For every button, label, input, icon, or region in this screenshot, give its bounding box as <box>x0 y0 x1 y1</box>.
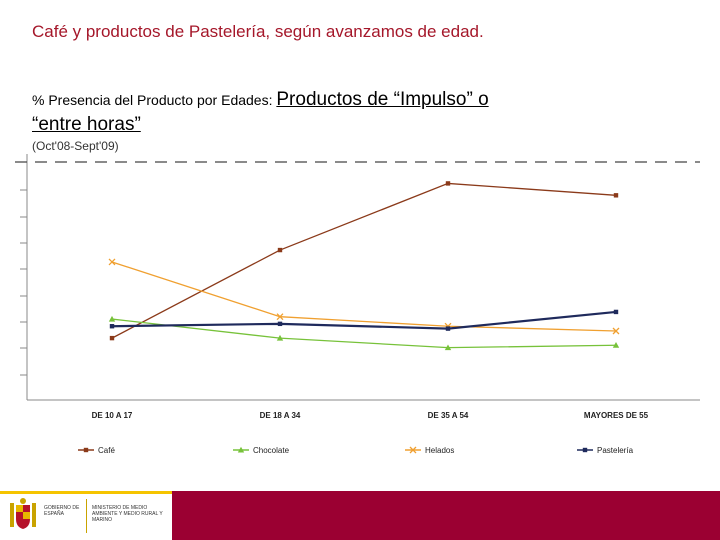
footer-accent <box>0 491 172 494</box>
legend-marker-3 <box>582 447 588 453</box>
point-0-2 <box>445 181 451 186</box>
legend: Café Chocolate Helados Pastelería <box>78 446 634 455</box>
chart-subtitle: % Presencia del Producto por Edades: Pro… <box>32 88 632 137</box>
point-3-1 <box>277 321 283 327</box>
point-3-0 <box>109 324 115 329</box>
point-2-1 <box>276 313 284 321</box>
series-line-3 <box>111 310 617 330</box>
category-labels: DE 10 A 17 DE 18 A 34 DE 35 A 54 MAYORES DE… <box>92 411 649 420</box>
series-line-0 <box>111 182 617 339</box>
point-0-1 <box>277 247 283 253</box>
ministry-label: MINISTERIO DE MEDIO AMBIENTE Y MEDIO RUR… <box>92 505 163 523</box>
legend-item-2: Helados <box>405 446 454 455</box>
series-layer <box>108 181 620 351</box>
series-3 <box>109 309 619 331</box>
point-0-0 <box>109 335 115 341</box>
legend-item-3: Pastelería <box>577 446 634 455</box>
line-chart: DE 10 A 17 DE 18 A 34 DE 35 A 54 MAYORES DE… <box>15 154 700 455</box>
subtitle-part2: Productos de “Impulso” o <box>276 89 489 110</box>
legend-label-3: Pastelería <box>597 446 634 455</box>
point-2-3 <box>612 327 620 335</box>
point-1-3 <box>612 342 620 348</box>
point-3-2 <box>445 326 451 331</box>
slide-title: Café y productos de Pastelería, según av… <box>32 22 484 41</box>
category-label-0: DE 10 A 17 <box>92 411 133 420</box>
subtitle-part3: “entre horas” <box>32 114 141 135</box>
category-label-1: DE 18 A 34 <box>260 411 301 420</box>
category-label-3: MAYORES DE 55 <box>584 411 649 420</box>
legend-label-2: Helados <box>425 446 454 455</box>
category-label-2: DE 35 A 54 <box>428 411 469 420</box>
legend-item-1: Chocolate <box>233 446 290 455</box>
coat-of-arms-icon <box>10 498 36 529</box>
point-2-0 <box>108 258 116 266</box>
period-label: (Oct'08-Sept'09) <box>32 139 119 153</box>
point-1-0 <box>108 315 116 322</box>
series-2 <box>108 258 620 335</box>
government-label: GOBIERNO DE ESPAÑA <box>44 505 80 517</box>
series-line-2 <box>111 261 617 332</box>
footer-divider <box>86 499 87 533</box>
legend-item-0: Café <box>78 446 115 455</box>
point-3-3 <box>613 309 619 315</box>
axis-layer <box>15 154 700 401</box>
legend-marker-0 <box>83 447 89 453</box>
point-1-2 <box>444 344 452 351</box>
point-1-1 <box>276 334 284 341</box>
subtitle-part1: % Presencia del Producto por Edades: <box>32 92 277 108</box>
legend-marker-2 <box>409 446 417 454</box>
footer-bar: GOBIERNO DE ESPAÑA MINISTERIO DE MEDIO A… <box>0 491 720 540</box>
point-0-3 <box>613 193 619 198</box>
series-0 <box>109 181 619 341</box>
legend-marker-1 <box>237 446 245 453</box>
legend-label-0: Café <box>98 446 115 455</box>
series-1 <box>108 315 620 351</box>
footer-logo-area: GOBIERNO DE ESPAÑA MINISTERIO DE MEDIO A… <box>0 491 172 540</box>
series-line-1 <box>111 318 617 349</box>
legend-label-1: Chocolate <box>253 446 290 455</box>
